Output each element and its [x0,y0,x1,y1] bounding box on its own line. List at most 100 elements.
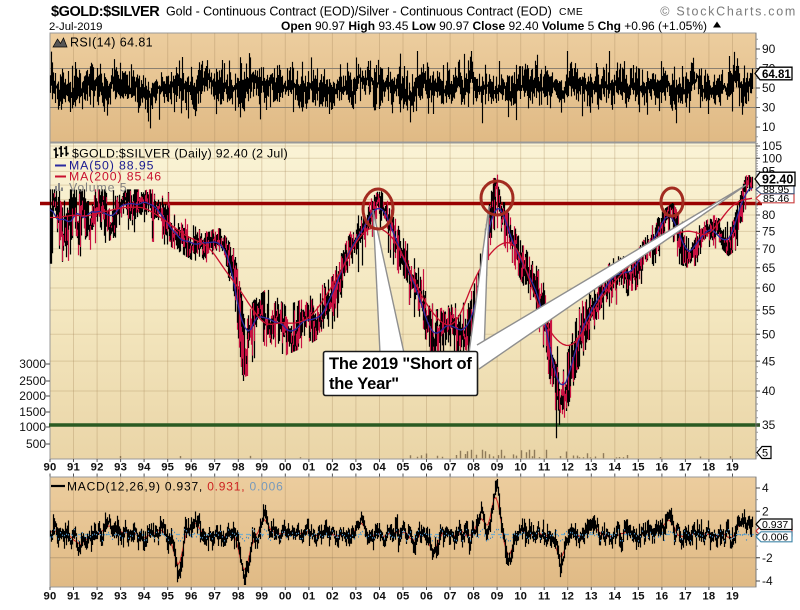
svg-text:60: 60 [762,281,776,295]
svg-text:15: 15 [632,591,645,603]
svg-text:100: 100 [762,152,782,166]
svg-text:80: 80 [762,208,776,222]
svg-text:06: 06 [420,462,433,474]
svg-text:70: 70 [762,242,776,256]
svg-text:Open 90.97 High 93.45 Low 90.9: Open 90.97 High 93.45 Low 90.97 Close 92… [281,19,707,33]
svg-text:09: 09 [491,462,504,474]
svg-text:88.95: 88.95 [763,184,789,196]
svg-text:Gold - Continuous Contract (EO: Gold - Continuous Contract (EOD)/Silver … [166,5,552,19]
svg-text:2500: 2500 [19,374,46,388]
svg-text:0.006: 0.006 [762,532,788,544]
svg-text:105: 105 [762,139,782,153]
svg-text:17: 17 [679,462,692,474]
svg-text:85.46: 85.46 [763,193,789,205]
svg-text:-4: -4 [762,574,773,588]
svg-text:02: 02 [326,591,339,603]
svg-text:16: 16 [655,462,668,474]
svg-text:92.40: 92.40 [762,173,793,187]
svg-text:the Year": the Year" [329,375,399,393]
svg-text:03: 03 [349,462,362,474]
svg-text:14: 14 [608,462,621,474]
svg-text:18: 18 [702,591,715,603]
svg-text:2-Jul-2019: 2-Jul-2019 [49,21,102,33]
svg-text:10: 10 [514,591,527,603]
svg-text:16: 16 [655,591,668,603]
svg-text:00: 00 [279,462,292,474]
svg-text:75: 75 [762,225,776,239]
svg-text:02: 02 [326,462,339,474]
svg-text:11: 11 [538,462,550,474]
svg-text:01: 01 [302,591,315,603]
svg-text:93: 93 [114,591,127,603]
svg-text:30: 30 [762,101,776,115]
svg-text:92: 92 [91,462,104,474]
svg-text:95: 95 [161,591,174,603]
svg-text:55: 55 [762,303,776,317]
svg-text:RSI(14) 64.81: RSI(14) 64.81 [70,36,153,50]
svg-text:$GOLD:$SILVER: $GOLD:$SILVER [51,4,160,20]
svg-text:15: 15 [632,462,645,474]
svg-text:94: 94 [138,462,151,474]
svg-text:03: 03 [349,591,362,603]
svg-text:95: 95 [161,462,174,474]
svg-text:4: 4 [762,481,769,495]
svg-text:08: 08 [467,462,480,474]
svg-text:10: 10 [762,120,776,134]
svg-text:1000: 1000 [19,420,46,434]
svg-text:2: 2 [762,504,769,518]
svg-text:90: 90 [762,42,776,56]
svg-text:91: 91 [67,462,80,474]
svg-text:12: 12 [561,462,574,474]
svg-text:The 2019 "Short of: The 2019 "Short of [329,355,472,373]
svg-text:19: 19 [726,462,739,474]
svg-text:64.81: 64.81 [762,69,791,81]
svg-text:13: 13 [585,591,598,603]
svg-text:Volume 5: Volume 5 [69,181,127,195]
svg-text:45: 45 [762,354,776,368]
svg-text:08: 08 [467,591,480,603]
svg-text:01: 01 [302,462,315,474]
svg-text:07: 07 [444,462,457,474]
svg-text:13: 13 [585,462,598,474]
svg-text:-2: -2 [762,551,773,565]
svg-text:40: 40 [762,384,776,398]
svg-text:91: 91 [67,591,80,603]
svg-text:50: 50 [762,328,776,342]
svg-text:CME: CME [559,7,583,18]
svg-text:06: 06 [420,591,433,603]
svg-text:05: 05 [397,591,410,603]
svg-text:5: 5 [762,448,768,460]
svg-text:09: 09 [491,591,504,603]
svg-text:04: 04 [373,591,386,603]
svg-text:99: 99 [255,462,268,474]
svg-text:19: 19 [726,591,739,603]
svg-text:3000: 3000 [19,357,46,371]
svg-text:90: 90 [44,462,57,474]
svg-text:96: 96 [185,591,198,603]
svg-text:94: 94 [138,591,151,603]
svg-text:MA(200) 85.46: MA(200) 85.46 [69,170,162,184]
svg-text:90: 90 [44,591,57,603]
svg-text:12: 12 [561,591,574,603]
svg-text:18: 18 [702,462,715,474]
svg-text:35: 35 [762,418,776,432]
svg-text:MACD(12,26,9) 0.937, 0.931, 0.: MACD(12,26,9) 0.937, 0.931, 0.006 [67,480,284,494]
svg-text:10: 10 [514,462,527,474]
svg-text:04: 04 [373,462,386,474]
svg-text:05: 05 [397,462,410,474]
svg-text:MA(50) 88.95: MA(50) 88.95 [69,159,154,173]
svg-text:07: 07 [444,591,457,603]
svg-text:0.937: 0.937 [762,519,788,531]
svg-text:97: 97 [208,591,221,603]
svg-text:99: 99 [255,591,268,603]
svg-text:65: 65 [762,261,776,275]
svg-text:97: 97 [208,462,221,474]
svg-text:50: 50 [762,81,776,95]
svg-text:98: 98 [232,591,245,603]
svg-text:$GOLD:$SILVER (Daily) 92.40 (2: $GOLD:$SILVER (Daily) 92.40 (2 Jul) [72,147,288,161]
svg-text:98: 98 [232,462,245,474]
svg-text:92: 92 [91,591,104,603]
svg-text:© StockCharts.com: © StockCharts.com [660,5,797,19]
svg-text:14: 14 [608,591,621,603]
svg-text:17: 17 [679,591,692,603]
